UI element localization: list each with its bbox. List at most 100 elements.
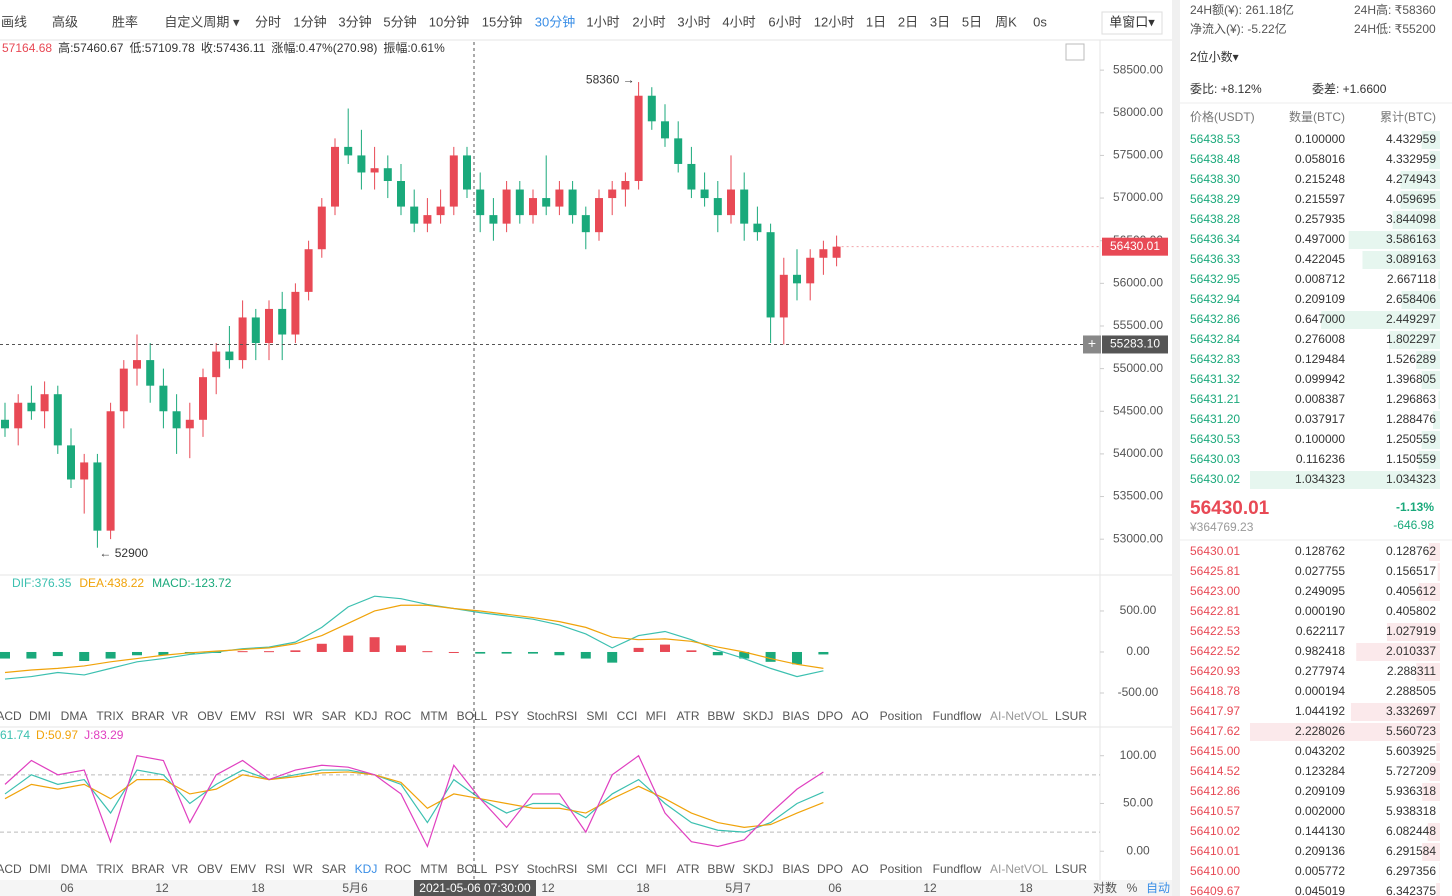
toolbar-item[interactable]: 1小时 [586, 14, 619, 29]
indicator-tab[interactable]: AI-NetVOL [990, 862, 1048, 876]
ob-price[interactable]: 56417.62 [1190, 724, 1240, 738]
indicator-tab[interactable]: LSUR [1055, 709, 1087, 723]
ob-price[interactable]: 56410.00 [1190, 864, 1240, 878]
ob-price[interactable]: 56438.53 [1190, 132, 1240, 146]
ob-price[interactable]: 56409.67 [1190, 884, 1240, 896]
indicator-tab[interactable]: DMA [61, 862, 88, 876]
ob-price[interactable]: 56410.02 [1190, 824, 1240, 838]
precision-select[interactable]: 2位小数▾ [1190, 49, 1239, 64]
window-button-bg[interactable] [1101, 11, 1163, 35]
ob-price[interactable]: 56422.81 [1190, 604, 1240, 618]
indicator-tab[interactable]: Fundflow [933, 862, 982, 876]
indicator-tab[interactable]: AO [851, 709, 868, 723]
indicator-tab[interactable]: ROC [385, 862, 412, 876]
indicator-tab[interactable]: CCI [617, 862, 638, 876]
indicator-tab[interactable]: BBW [707, 862, 735, 876]
indicator-tab[interactable]: EMV [230, 862, 256, 876]
axis-option[interactable]: 自动 [1146, 881, 1170, 895]
indicator-tab[interactable]: MFI [646, 709, 667, 723]
ob-price[interactable]: 56436.34 [1190, 232, 1240, 246]
ob-price[interactable]: 56436.33 [1190, 252, 1240, 266]
ob-price[interactable]: 56431.32 [1190, 372, 1240, 386]
indicator-tab[interactable]: VR [172, 709, 189, 723]
ob-price[interactable]: 56432.95 [1190, 272, 1240, 286]
indicator-tab[interactable]: ATR [676, 862, 699, 876]
indicator-tab[interactable]: TRIX [96, 862, 123, 876]
toolbar-item[interactable]: 高级 [52, 14, 78, 29]
toolbar-item[interactable]: 30分钟 [535, 14, 575, 29]
ob-price[interactable]: 56430.03 [1190, 452, 1240, 466]
toolbar-item[interactable]: 3分钟 [338, 14, 371, 29]
ob-price[interactable]: 56430.02 [1190, 472, 1240, 486]
indicator-tab[interactable]: Position [880, 862, 923, 876]
indicator-tab[interactable]: AO [851, 862, 868, 876]
indicator-tab[interactable]: TRIX [96, 709, 123, 723]
toolbar-item[interactable]: 2日 [898, 14, 918, 29]
indicator-tab[interactable]: SAR [322, 862, 347, 876]
indicator-tab[interactable]: BOLL [457, 709, 488, 723]
indicator-tab[interactable]: ATR [676, 709, 699, 723]
indicator-tab[interactable]: DMI [29, 709, 51, 723]
indicator-tab[interactable]: SKDJ [743, 862, 774, 876]
indicator-tab[interactable]: Position [880, 709, 923, 723]
indicator-tab[interactable]: KDJ [355, 709, 378, 723]
toolbar-item[interactable]: 0s [1033, 14, 1047, 29]
indicator-tab[interactable]: DPO [817, 862, 843, 876]
indicator-tab[interactable]: MTM [420, 862, 447, 876]
toolbar-item[interactable]: 画线 [1, 14, 27, 29]
window-button[interactable]: 单窗口▾ [1109, 14, 1155, 29]
indicator-tab[interactable]: EMV [230, 709, 256, 723]
indicator-tab[interactable]: SMI [586, 709, 607, 723]
toolbar-item[interactable]: 4小时 [722, 14, 755, 29]
indicator-tab[interactable]: WR [293, 709, 313, 723]
ob-price[interactable]: 56438.48 [1190, 152, 1240, 166]
indicator-tab[interactable]: MFI [646, 862, 667, 876]
indicator-tab[interactable]: ACD [0, 709, 22, 723]
ob-price[interactable]: 56430.53 [1190, 432, 1240, 446]
indicator-tab[interactable]: StochRSI [527, 709, 578, 723]
indicator-tab[interactable]: SKDJ [743, 709, 774, 723]
indicator-tab[interactable]: MTM [420, 709, 447, 723]
indicator-tab[interactable]: ACD [0, 862, 22, 876]
indicator-tab[interactable]: PSY [495, 709, 519, 723]
indicator-tab[interactable]: RSI [265, 862, 285, 876]
ob-price[interactable]: 56432.86 [1190, 312, 1240, 326]
ob-price[interactable]: 56431.21 [1190, 392, 1240, 406]
toolbar-item[interactable]: 5日 [962, 14, 982, 29]
ob-price[interactable]: 56417.97 [1190, 704, 1240, 718]
toolbar-item[interactable]: 10分钟 [429, 14, 469, 29]
indicator-tab[interactable]: BRAR [131, 709, 165, 723]
indicator-tab[interactable]: DPO [817, 709, 843, 723]
ob-price[interactable]: 56420.93 [1190, 664, 1240, 678]
indicator-tab[interactable]: AI-NetVOL [990, 709, 1048, 723]
axis-option[interactable]: 对数 [1093, 880, 1117, 895]
ob-price[interactable]: 56422.53 [1190, 624, 1240, 638]
indicator-tab[interactable]: BBW [707, 709, 735, 723]
ob-price[interactable]: 56410.57 [1190, 804, 1240, 818]
indicator-tab[interactable]: RSI [265, 709, 285, 723]
ob-price[interactable]: 56425.81 [1190, 564, 1240, 578]
indicator-tab[interactable]: PSY [495, 862, 519, 876]
indicator-tab[interactable]: CCI [617, 709, 638, 723]
indicator-tab[interactable]: SAR [322, 709, 347, 723]
indicator-tab[interactable]: DMI [29, 862, 51, 876]
toolbar-item[interactable]: 周K [995, 14, 1017, 29]
toolbar-item[interactable]: 12小时 [814, 14, 854, 29]
indicator-tab[interactable]: BRAR [131, 862, 165, 876]
toolbar-item[interactable]: 分时 [255, 14, 281, 29]
toolbar-item[interactable]: 2小时 [632, 14, 665, 29]
ob-price[interactable]: 56415.00 [1190, 744, 1240, 758]
ob-price[interactable]: 56414.52 [1190, 764, 1240, 778]
toolbar-item[interactable]: 5分钟 [383, 14, 416, 29]
toolbar-item[interactable]: 3小时 [677, 14, 710, 29]
toolbar-item[interactable]: 自定义周期 ▾ [164, 14, 240, 29]
ob-price[interactable]: 56423.00 [1190, 584, 1240, 598]
indicator-tab[interactable]: OBV [197, 862, 222, 876]
ob-price[interactable]: 56438.29 [1190, 192, 1240, 206]
indicator-tab[interactable]: ROC [385, 709, 412, 723]
toolbar-item[interactable]: 3日 [930, 14, 950, 29]
indicator-tab[interactable]: SMI [586, 862, 607, 876]
ob-price[interactable]: 56432.83 [1190, 352, 1240, 366]
toolbar-item[interactable]: 1分钟 [293, 14, 326, 29]
indicator-tab[interactable]: Fundflow [933, 709, 982, 723]
